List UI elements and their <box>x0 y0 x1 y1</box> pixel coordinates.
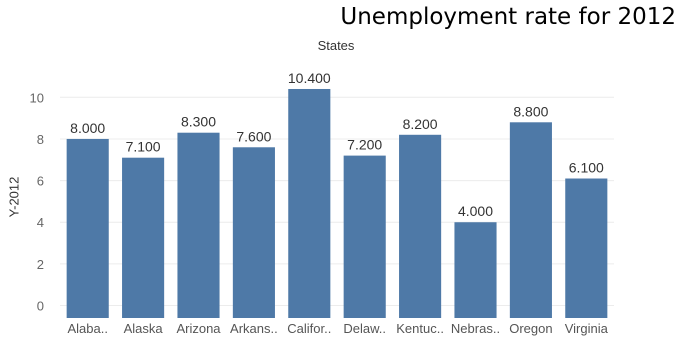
x-tick-label: Oregon <box>509 321 552 336</box>
bar <box>565 178 608 318</box>
x-tick-label: Nebras.. <box>451 321 500 336</box>
value-labels: 8.000 7.100 8.300 7.600 10.400 7.200 8.200 4.00… <box>70 70 604 219</box>
y-tick-label: 4 <box>37 215 44 230</box>
bar <box>399 134 442 318</box>
bar <box>122 157 165 318</box>
bar <box>343 155 386 318</box>
x-tick-label: Delaw.. <box>343 321 386 336</box>
bar-value-label: 4.000 <box>458 203 493 219</box>
bar-value-label: 7.100 <box>126 139 161 155</box>
y-tick-label: 8 <box>37 132 44 147</box>
bar <box>288 88 331 318</box>
bar-value-label: 8.200 <box>403 116 438 132</box>
bar <box>454 222 497 318</box>
y-tick-label: 10 <box>30 90 44 105</box>
bar-value-label: 8.000 <box>70 120 105 136</box>
x-tick-label: Arizona <box>176 321 221 336</box>
bar-value-label: 10.400 <box>288 70 331 86</box>
bar <box>232 147 275 318</box>
bar-value-label: 8.300 <box>181 114 216 130</box>
x-tick-label: Califor.. <box>287 321 331 336</box>
bar <box>66 138 109 318</box>
bar-value-label: 8.800 <box>513 103 548 119</box>
x-tick-label: Alaba.. <box>67 321 107 336</box>
x-axis-labels: Alaba.. Alaska Arizona Arkans.. Califor.. Del… <box>67 321 608 336</box>
y-axis-ticks: 0 2 4 6 8 10 <box>30 90 44 313</box>
x-tick-label: Alaska <box>124 321 164 336</box>
y-tick-label: 6 <box>37 174 44 189</box>
bar-value-label: 7.200 <box>347 137 382 153</box>
x-tick-label: Kentuc.. <box>396 321 444 336</box>
x-tick-label: Arkans.. <box>230 321 278 336</box>
bar <box>509 122 552 319</box>
y-tick-label: 2 <box>37 257 44 272</box>
y-tick-label: 0 <box>37 299 44 314</box>
bars <box>66 88 608 319</box>
bar-value-label: 6.100 <box>569 160 604 176</box>
bar <box>177 132 220 318</box>
chart-title: Unemployment rate for 2012 <box>340 4 676 30</box>
x-tick-label: Virginia <box>565 321 609 336</box>
bar-value-label: 7.600 <box>236 128 271 144</box>
x-axis-header: States <box>317 38 355 53</box>
